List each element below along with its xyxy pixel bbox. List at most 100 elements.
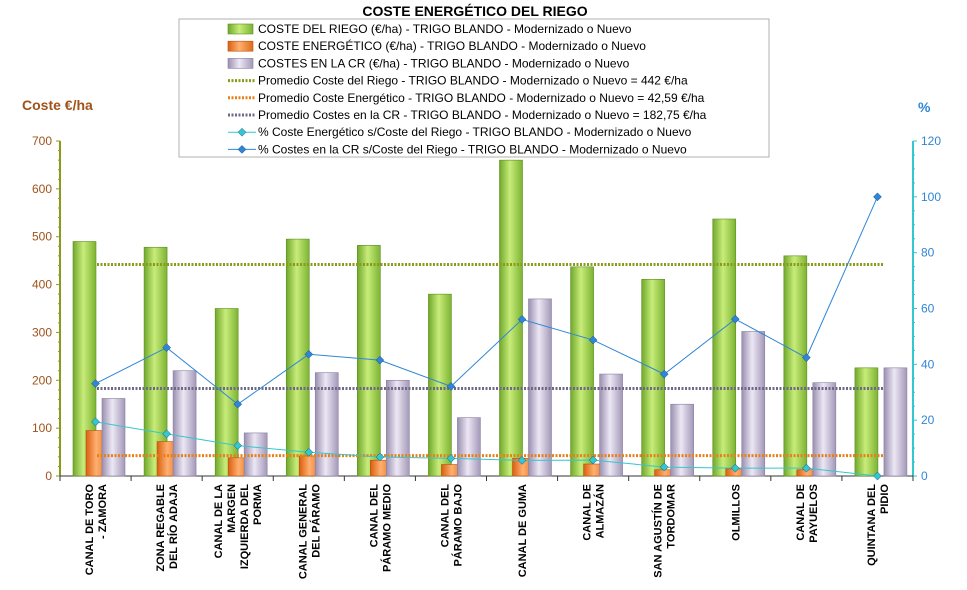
percent-line-2: [95, 196, 878, 405]
x-category-label: - ZAMORA: [97, 484, 109, 539]
bar-series-1: [143, 246, 168, 477]
y2-tick-label: 120: [921, 134, 941, 148]
legend-swatch-marker: [237, 127, 247, 137]
legend-label: Promedio Coste Energético - TRIGO BLANDO…: [258, 91, 705, 105]
x-category-label: CANAL DE: [795, 484, 807, 541]
percent-marker-1: [375, 452, 385, 462]
legend: COSTE DEL RIEGO (€/ha) - TRIGO BLANDO - …: [178, 18, 770, 158]
y2-tick-label: 60: [921, 302, 935, 316]
y-tick-label: 200: [32, 373, 52, 387]
legend-swatch-bar: [227, 58, 254, 69]
percent-marker-1: [162, 429, 171, 439]
x-category-label: DEL RÍO ADAJA: [167, 484, 180, 569]
percent-marker-2: [446, 382, 456, 391]
chart-title: COSTE ENERGÉTICO DEL RIEGO: [362, 3, 587, 19]
x-category-label: SAN AGUSTÍN DE: [652, 484, 665, 578]
y-tick-label: 600: [32, 182, 52, 196]
bar-series-1: [854, 367, 879, 477]
percent-marker-2: [588, 335, 598, 345]
bar-series-3: [314, 372, 339, 477]
legend-swatch-bar: [227, 40, 254, 52]
percent-marker-2: [873, 192, 882, 202]
plot-area: 0 100 200 300 400 500 600 700 0 20 40 60 80 100 120 CAN…: [32, 134, 941, 579]
y2-tick-label: 40: [921, 357, 935, 371]
percent-marker-1: [730, 463, 740, 473]
bar-series-3: [457, 417, 481, 477]
bar-series-1: [641, 279, 665, 477]
x-category-label: PIDIO: [879, 484, 891, 514]
x-category-label: PAYUELOS: [808, 484, 820, 543]
y-tick-label: 400: [32, 278, 52, 292]
percent-marker-2: [233, 399, 243, 409]
x-category-label: PÁRAMO BAJO: [451, 484, 464, 567]
legend-swatch-marker: [237, 145, 247, 154]
percent-line-1: [95, 421, 878, 477]
x-category-label: CANAL DE: [582, 484, 594, 541]
bar-series-1: [712, 218, 737, 477]
bar-series-3: [386, 379, 410, 477]
x-category-label: QUINTANA DEL: [866, 484, 878, 566]
x-category-label: ALMAZÁN: [594, 484, 607, 538]
percent-marker-2: [802, 353, 811, 362]
y2-tick-label: 80: [921, 246, 935, 260]
y-tick-label: 700: [32, 134, 52, 148]
x-category-label: CANAL DEL: [439, 484, 451, 548]
x-category-label: ZONA REGABLE: [155, 484, 167, 572]
y2-tick-label: 100: [921, 190, 941, 204]
x-category-label: CANAL DE GUMA: [517, 484, 529, 577]
x-category-label: CANAL GENERAL: [297, 484, 309, 579]
y2-axis-title: %: [918, 99, 931, 115]
y2-tick-label: 20: [921, 413, 935, 427]
percent-marker-2: [517, 315, 527, 324]
legend-label: COSTES EN LA CR (€/ha) - TRIGO BLANDO - …: [258, 56, 630, 70]
percent-marker-2: [659, 369, 669, 379]
bar-series-3: [812, 382, 837, 477]
legend-label: % Coste Energético s/Coste del Riego - T…: [258, 125, 692, 139]
bar-series-3: [883, 367, 908, 477]
legend-label: % Costes en la CR s/Coste del Riego - TR…: [258, 142, 687, 156]
bar-series-1: [72, 241, 97, 477]
bar-series-3: [172, 370, 197, 477]
x-category-label: CANAL DE TORO: [84, 484, 96, 576]
x-category-label: IZQUIERDA DEL: [239, 484, 251, 569]
x-category-label: PORMA: [252, 484, 264, 525]
percent-marker-2: [91, 379, 100, 388]
percent-marker-1: [659, 462, 669, 472]
legend-frame: [178, 18, 770, 158]
percent-marker-1: [446, 454, 456, 463]
bar-series-3: [101, 398, 126, 477]
y-tick-label: 0: [45, 469, 52, 483]
percent-marker-2: [375, 355, 385, 365]
bar-series-1: [783, 255, 808, 477]
y-tick-label: 100: [32, 421, 52, 435]
percent-marker-2: [730, 314, 740, 324]
x-category-label: CANAL DEL: [368, 484, 380, 548]
percent-marker-1: [233, 441, 243, 450]
percent-marker-1: [304, 447, 314, 457]
legend-label: Promedio Costes en la CR - TRIGO BLANDO …: [258, 108, 707, 122]
x-category-label: CANAL DE LA: [213, 484, 225, 558]
y-tick-label: 300: [32, 325, 52, 339]
bar-series-3: [670, 403, 694, 477]
x-category-label: MARGEN: [226, 484, 238, 533]
x-category-label: DEL PÁRAMO: [309, 484, 322, 558]
percent-marker-1: [873, 471, 882, 481]
bar-series-3: [741, 331, 766, 477]
percent-marker-1: [517, 456, 527, 465]
percent-marker-2: [162, 343, 171, 352]
percent-marker-2: [304, 349, 314, 359]
y2-tick-label: 0: [921, 469, 928, 483]
legend-swatch-bar: [227, 23, 254, 35]
x-category-label: TORDOMAR: [666, 484, 678, 549]
legend-label: Promedio Coste del Riego - TRIGO BLANDO …: [258, 74, 688, 88]
x-category-label: OLMILLOS: [730, 484, 742, 541]
bar-series-1: [285, 238, 310, 477]
legend-label: COSTE ENERGÉTICO (€/ha) - TRIGO BLANDO -…: [258, 38, 646, 53]
bar-series-3: [599, 373, 623, 477]
bar-series-1: [214, 308, 239, 477]
x-category-label: PÁRAMO MEDIO: [380, 484, 393, 572]
percent-marker-1: [588, 455, 598, 465]
y-axis-title: Coste €/ha: [22, 97, 93, 113]
percent-marker-1: [802, 463, 811, 473]
